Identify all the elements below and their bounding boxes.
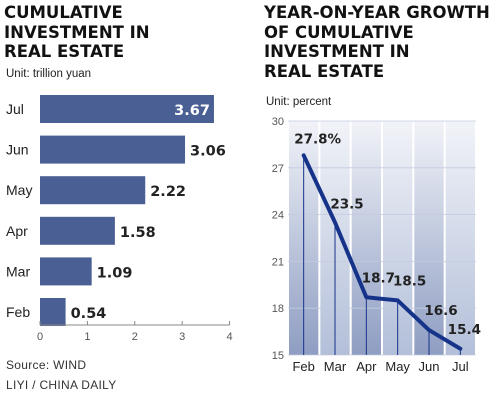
line-value-label: 27.8% (294, 131, 341, 147)
bar-apr (40, 216, 115, 245)
grid-column-jun (414, 121, 444, 355)
line-y-tick-label: 15 (272, 350, 284, 362)
bar-mar (40, 257, 92, 286)
bar-jun (40, 135, 186, 164)
right-chart-title: YEAR-ON-YEAR GROWTH OF CUMULATIVE INVEST… (264, 3, 490, 81)
credit-byline: LIYI / CHINA DAILY (6, 378, 117, 392)
line-x-category-label: May (385, 359, 410, 374)
bar-category-label: May (6, 182, 32, 198)
bar-may (40, 176, 146, 205)
bar-category-label: Mar (6, 263, 30, 279)
line-y-tick-label: 18 (272, 303, 284, 315)
bar-x-tick-label: 4 (227, 331, 233, 343)
bar-jul (40, 95, 214, 123)
bar-x-tick-label: 3 (179, 331, 185, 343)
grid-column-jul (445, 121, 475, 355)
bar-value-label: 3.67 (174, 103, 210, 119)
line-y-tick-label: 21 (272, 256, 284, 268)
line-x-category-label: Jul (452, 359, 469, 374)
line-value-label: 15.4 (448, 322, 481, 338)
growth-series-line (301, 153, 463, 351)
line-value-label: 18.5 (393, 273, 426, 289)
line-value-label: 18.7 (362, 270, 395, 286)
left-chart-title: CUMULATIVE INVESTMENT IN REAL ESTATE (4, 3, 150, 61)
line-x-category-label: Jun (419, 359, 440, 374)
line-y-tick-label: 30 (272, 116, 284, 128)
line-y-tick-label: 24 (272, 210, 284, 222)
left-chart-unit: Unit: trillion yuan (6, 68, 92, 80)
right-chart-unit: Unit: percent (266, 96, 332, 108)
bar-value-label: 2.22 (150, 184, 186, 200)
bar-x-tick-label: 2 (132, 331, 138, 343)
line-y-tick-label: 27 (272, 163, 284, 175)
bar-category-label: Apr (6, 223, 28, 239)
bar-value-label: 3.06 (190, 144, 226, 160)
bar-category-label: Jul (6, 101, 24, 117)
line-x-category-label: Feb (292, 359, 314, 374)
bar-category-label: Feb (6, 304, 30, 320)
line-value-label: 16.6 (424, 303, 457, 319)
line-value-label: 23.5 (330, 196, 363, 212)
bar-value-label: 1.58 (120, 225, 156, 241)
bar-value-label: 1.09 (97, 265, 133, 281)
bar-x-tick-label: 0 (37, 331, 43, 343)
bar-value-label: 0.54 (71, 306, 107, 322)
source-note: Source: WIND (6, 358, 87, 372)
bar-x-tick-label: 1 (84, 331, 90, 343)
bar-category-label: Jun (6, 142, 29, 158)
line-x-category-label: Apr (356, 359, 377, 374)
line-x-category-label: Mar (324, 359, 347, 374)
bar-feb (40, 298, 66, 326)
